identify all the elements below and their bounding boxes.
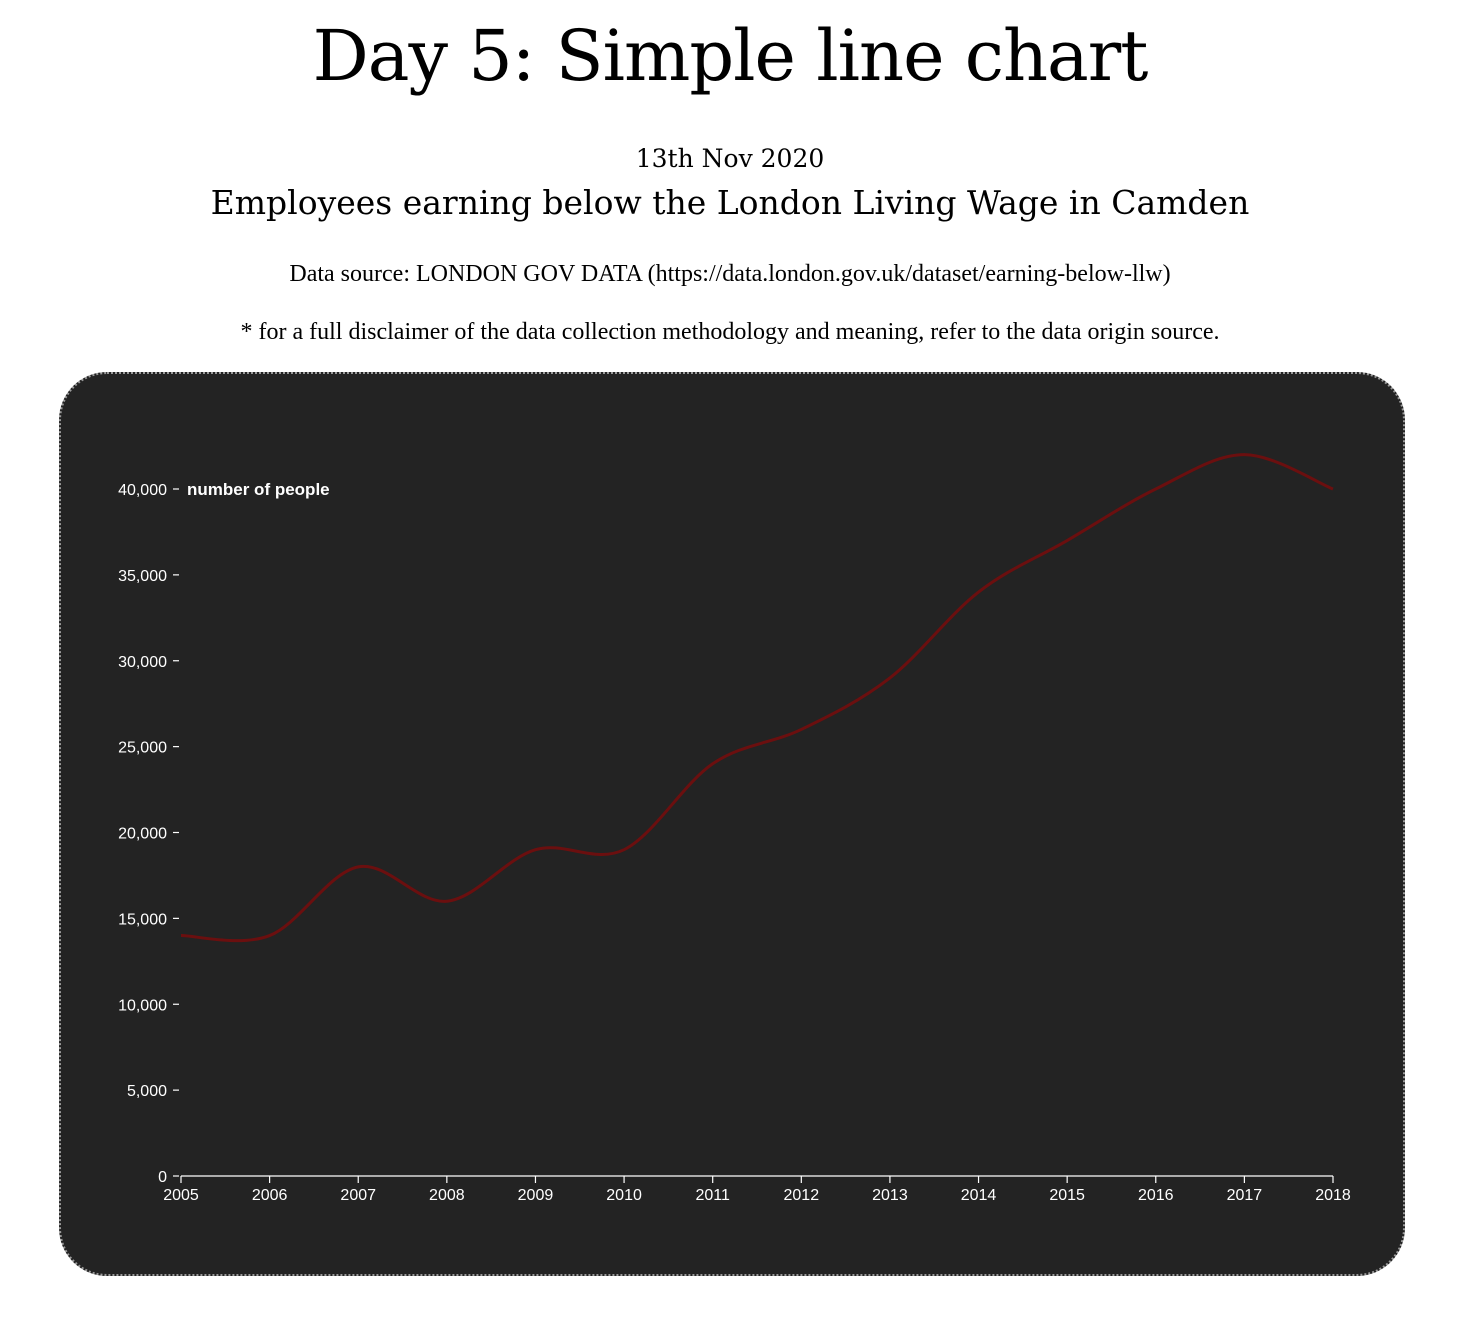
x-tick-label: 2018 bbox=[1315, 1187, 1351, 1204]
x-tick-label: 2014 bbox=[961, 1187, 997, 1204]
x-tick-label: 2009 bbox=[518, 1187, 554, 1204]
data-point-2018 bbox=[1331, 487, 1335, 491]
y-axis-label: number of people bbox=[187, 480, 330, 499]
x-tick-label: 2017 bbox=[1227, 1187, 1263, 1204]
y-tick-label: 25,000 bbox=[118, 740, 167, 757]
chart-subtitle: Employees earning below the London Livin… bbox=[210, 183, 1250, 222]
y-tick-label: 20,000 bbox=[118, 826, 167, 843]
x-tick-label: 2007 bbox=[340, 1187, 376, 1204]
data-point-2016 bbox=[1154, 487, 1158, 491]
x-axis: 2005 2006 2007 2008 2009 2010 2011 2012 2013 2014… bbox=[163, 1175, 1351, 1204]
x-tick-label: 2013 bbox=[872, 1187, 908, 1204]
x-tick-label: 2010 bbox=[606, 1187, 642, 1204]
post-date: 13th Nov 2020 bbox=[635, 144, 825, 173]
y-tick-label: 5,000 bbox=[127, 1083, 167, 1100]
data-point-2005 bbox=[179, 934, 183, 938]
data-point-2014 bbox=[977, 590, 981, 594]
y-tick-label: 10,000 bbox=[118, 997, 167, 1014]
series-layer bbox=[179, 453, 1335, 943]
data-source: Data source: LONDON GOV DATA (https://da… bbox=[289, 261, 1171, 287]
y-tick-label: 40,000 bbox=[118, 482, 167, 499]
data-point-2011 bbox=[711, 762, 715, 766]
data-point-2010 bbox=[622, 848, 626, 852]
data-point-2006 bbox=[268, 934, 272, 938]
disclaimer: * for a full disclaimer of the data coll… bbox=[240, 319, 1220, 345]
page-title: Day 5: Simple line chart bbox=[312, 15, 1149, 97]
y-tick-label: 35,000 bbox=[118, 568, 167, 585]
series-line bbox=[180, 453, 1334, 943]
y-tick-label: 0 bbox=[158, 1169, 167, 1186]
data-point-2012 bbox=[799, 727, 803, 731]
data-point-2008 bbox=[445, 899, 449, 903]
x-tick-label: 2006 bbox=[252, 1187, 288, 1204]
data-point-2017 bbox=[1242, 453, 1246, 457]
data-point-2013 bbox=[888, 676, 892, 680]
x-tick-label: 2016 bbox=[1138, 1187, 1174, 1204]
chart-card: 0 5,000 10,000 15,000 20,000 25,000 30,000 35,0… bbox=[59, 372, 1405, 1276]
y-tick-label: 15,000 bbox=[118, 911, 167, 928]
x-tick-label: 2015 bbox=[1049, 1187, 1085, 1204]
y-tick-label: 30,000 bbox=[118, 654, 167, 671]
data-point-2009 bbox=[533, 848, 537, 852]
data-point-2015 bbox=[1065, 539, 1069, 543]
x-tick-label: 2011 bbox=[695, 1187, 730, 1204]
x-tick-label: 2008 bbox=[429, 1187, 465, 1204]
x-tick-label: 2005 bbox=[163, 1187, 199, 1204]
x-tick-label: 2012 bbox=[784, 1187, 820, 1204]
y-axis: 0 5,000 10,000 15,000 20,000 25,000 30,000 35,0… bbox=[118, 480, 330, 1186]
line-chart: 0 5,000 10,000 15,000 20,000 25,000 30,000 35,0… bbox=[118, 453, 1351, 1204]
data-point-2007 bbox=[356, 865, 360, 869]
